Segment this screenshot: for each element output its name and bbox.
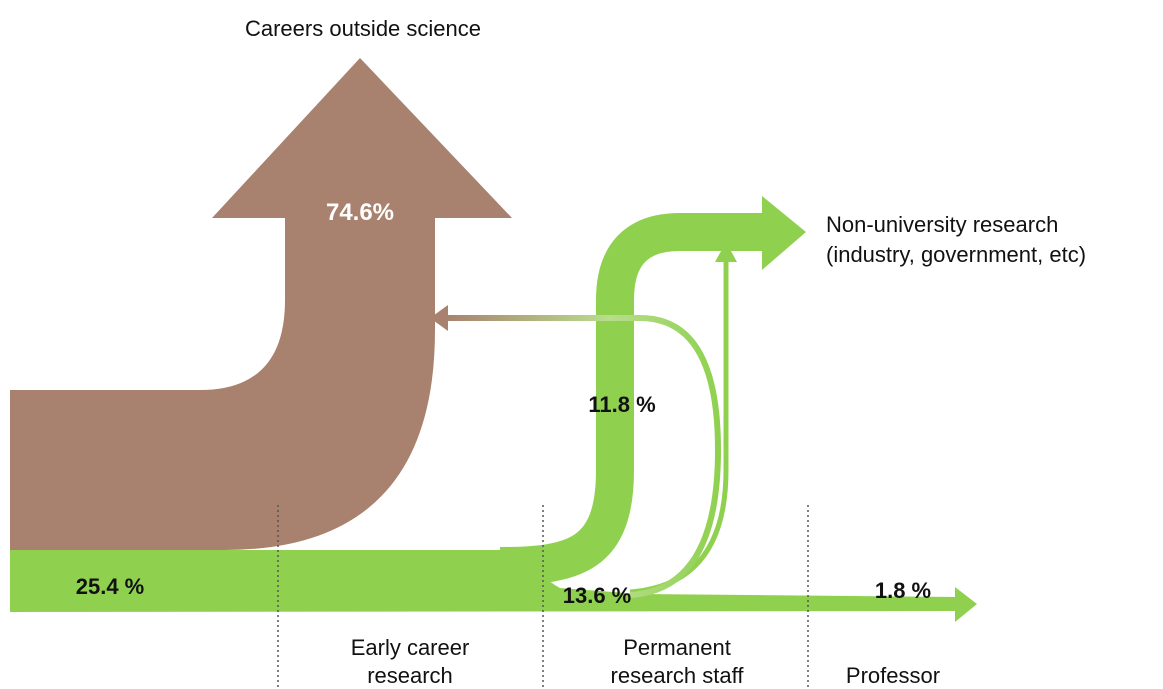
- arrow-head: [955, 587, 977, 622]
- destination-label: Non-university research: [826, 212, 1058, 237]
- arrow-head: [430, 305, 448, 331]
- non-university-flow: [499, 213, 765, 585]
- stage-label: Professor: [846, 663, 940, 688]
- arrow-head: [762, 196, 806, 270]
- stage-label: Permanent: [623, 635, 731, 660]
- stage-label: Early career: [351, 635, 470, 660]
- flow-label: 74.6%: [326, 199, 394, 226]
- flow-label: 11.8 %: [588, 392, 655, 417]
- stage-label: research staff: [611, 663, 745, 688]
- destination-label: Careers outside science: [245, 16, 481, 41]
- outside-flow: [10, 58, 512, 550]
- stage-label: research: [367, 663, 453, 688]
- permanent-to-non-university: [629, 258, 729, 595]
- start-flow: [10, 550, 960, 612]
- permanent-to-outside: [445, 315, 722, 598]
- arrow-head: [715, 242, 737, 262]
- flow-label: 25.4 %: [76, 574, 145, 599]
- destination-label: (industry, government, etc): [826, 242, 1086, 267]
- flow-label: 13.6 %: [563, 583, 632, 608]
- flow-label: 1.8 %: [875, 578, 931, 603]
